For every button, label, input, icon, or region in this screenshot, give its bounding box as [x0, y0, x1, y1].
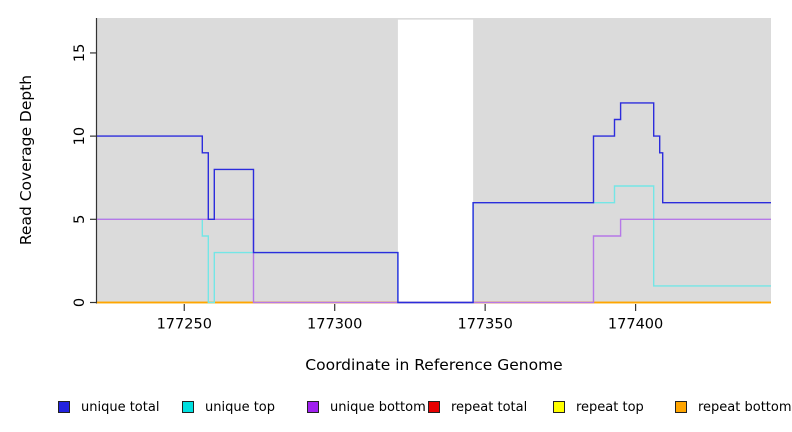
legend-swatch-unique-total — [58, 401, 70, 413]
x-tick-label: 177300 — [307, 317, 362, 333]
legend-swatch-repeat-total — [428, 401, 440, 413]
y-tick-label: 0 — [72, 298, 88, 307]
y-tick-label: 15 — [72, 44, 88, 62]
y-tick-label: 5 — [72, 215, 88, 224]
x-tick-label: 177400 — [608, 317, 663, 333]
legend-swatch-unique-top — [182, 401, 194, 413]
legend-label: unique top — [205, 399, 276, 415]
series-line-unique-total — [97, 102, 771, 304]
legend-item-repeat-top: repeat top — [553, 397, 644, 417]
x-axis-title: Coordinate in Reference Genome — [305, 356, 563, 374]
legend-item-repeat-bottom: repeat bottom — [675, 397, 792, 417]
legend-label: unique total — [81, 399, 160, 415]
legend-label: unique bottom — [330, 399, 426, 415]
legend-swatch-repeat-top — [553, 401, 565, 413]
y-tick-label: 10 — [72, 127, 88, 145]
x-tick-label: 177350 — [457, 317, 512, 333]
y-axis-title: Read Coverage Depth — [17, 74, 35, 246]
legend-swatch-unique-bottom — [307, 401, 319, 413]
legend-item-unique-bottom: unique bottom — [307, 397, 426, 417]
legend-item-unique-top: unique top — [182, 397, 275, 417]
legend-label: repeat bottom — [698, 399, 792, 415]
legend-label: repeat total — [451, 399, 528, 415]
legend-item-repeat-total: repeat total — [428, 397, 527, 417]
legend-label: repeat top — [576, 399, 644, 415]
legend: unique total unique top unique bottom repea… — [0, 397, 792, 421]
legend-item-unique-total: unique total — [58, 397, 159, 417]
masked-region — [397, 19, 474, 304]
legend-swatch-repeat-bottom — [675, 401, 687, 413]
x-tick-label: 177250 — [157, 317, 212, 333]
